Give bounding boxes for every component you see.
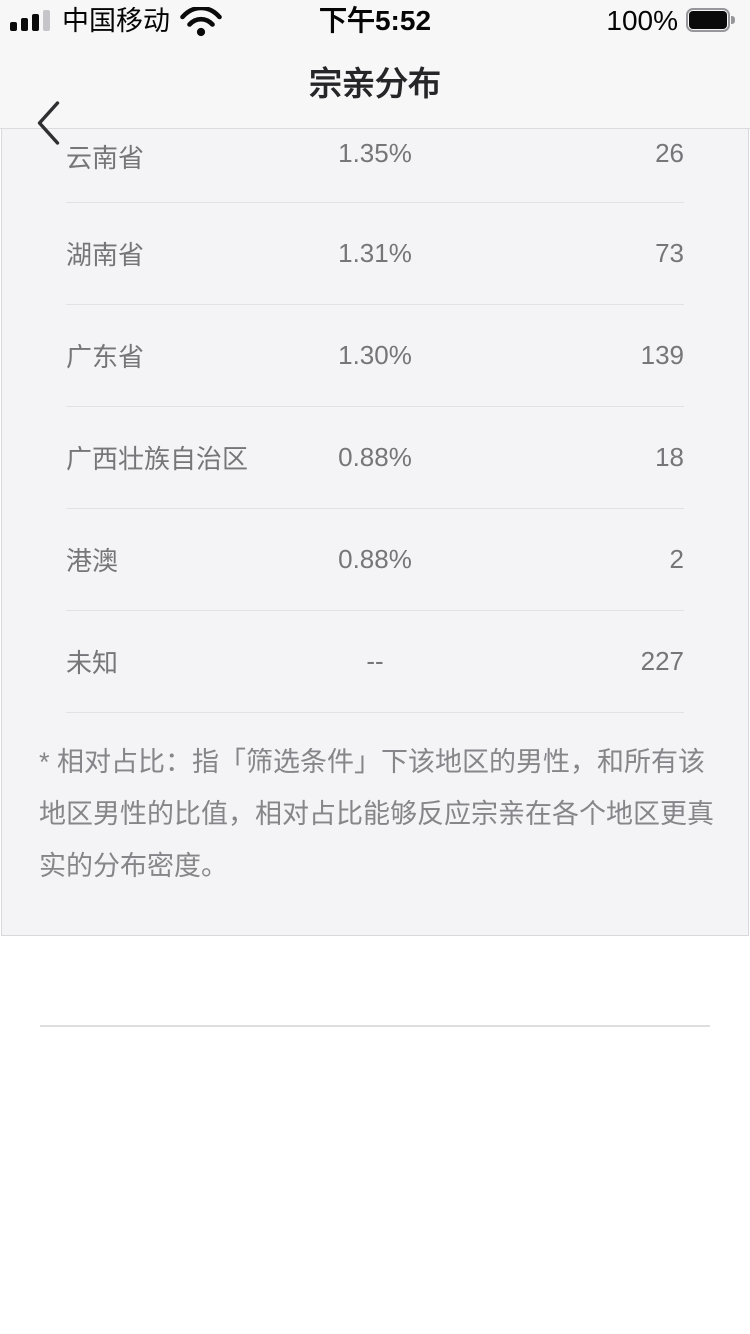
distribution-list-panel[interactable]: 云南省 1.35% 26 湖南省 1.31% 73 广东省 1.30% 139 … bbox=[1, 129, 749, 936]
ratio-value: 1.31% bbox=[338, 238, 412, 268]
divider bbox=[40, 1025, 710, 1027]
region-label: 未知 bbox=[66, 648, 119, 678]
table-row: 广东省 1.30% 139 bbox=[66, 305, 684, 407]
table-row: 广西壮族自治区 0.88% 18 bbox=[66, 407, 684, 509]
cellular-signal-icon bbox=[10, 10, 50, 31]
region-label: 湖南省 bbox=[66, 240, 145, 270]
table-row: 未知 -- 227 bbox=[66, 611, 684, 713]
relative-ratio-footnote: * 相对占比：指「筛选条件」下该地区的男性，和所有该 地区男性的比值，相对占比能… bbox=[2, 713, 748, 892]
ratio-value: -- bbox=[366, 646, 384, 676]
count-value: 227 bbox=[640, 646, 684, 676]
wifi-icon bbox=[180, 5, 222, 42]
table-row: 云南省 1.35% 26 bbox=[66, 129, 684, 203]
region-label: 广东省 bbox=[66, 342, 145, 372]
page-title: 宗亲分布 bbox=[309, 65, 441, 102]
nav-bar: 宗亲分布 bbox=[0, 40, 750, 145]
table-row: 港澳 0.88% 2 bbox=[66, 509, 684, 611]
back-button[interactable] bbox=[26, 94, 70, 154]
footnote-line: * 相对占比：指「筛选条件」下该地区的男性，和所有该 bbox=[39, 747, 706, 777]
status-bar: 中国移动 下午5:52 100% bbox=[0, 0, 750, 40]
clock-label: 下午5:52 bbox=[318, 5, 432, 36]
carrier-label: 中国移动 bbox=[62, 6, 170, 36]
count-value: 18 bbox=[655, 442, 684, 472]
region-label: 广西壮族自治区 bbox=[66, 444, 249, 474]
battery-icon bbox=[686, 8, 735, 32]
chevron-left-icon bbox=[35, 100, 61, 149]
footnote-line: 地区男性的比值，相对占比能够反应宗亲在各个地区更真 bbox=[39, 799, 714, 829]
region-label: 云南省 bbox=[66, 143, 145, 173]
region-label: 港澳 bbox=[66, 546, 119, 576]
table-row: 湖南省 1.31% 73 bbox=[66, 203, 684, 305]
ratio-value: 0.88% bbox=[338, 544, 412, 574]
count-value: 73 bbox=[655, 238, 684, 268]
ratio-value: 0.88% bbox=[338, 442, 412, 472]
count-value: 139 bbox=[640, 340, 684, 370]
battery-percent-label: 100% bbox=[606, 5, 678, 36]
count-value: 26 bbox=[655, 138, 684, 168]
ratio-value: 1.30% bbox=[338, 340, 412, 370]
footnote-line: 实的分布密度。 bbox=[39, 851, 228, 881]
ratio-value: 1.35% bbox=[338, 138, 412, 168]
count-value: 2 bbox=[669, 544, 684, 574]
